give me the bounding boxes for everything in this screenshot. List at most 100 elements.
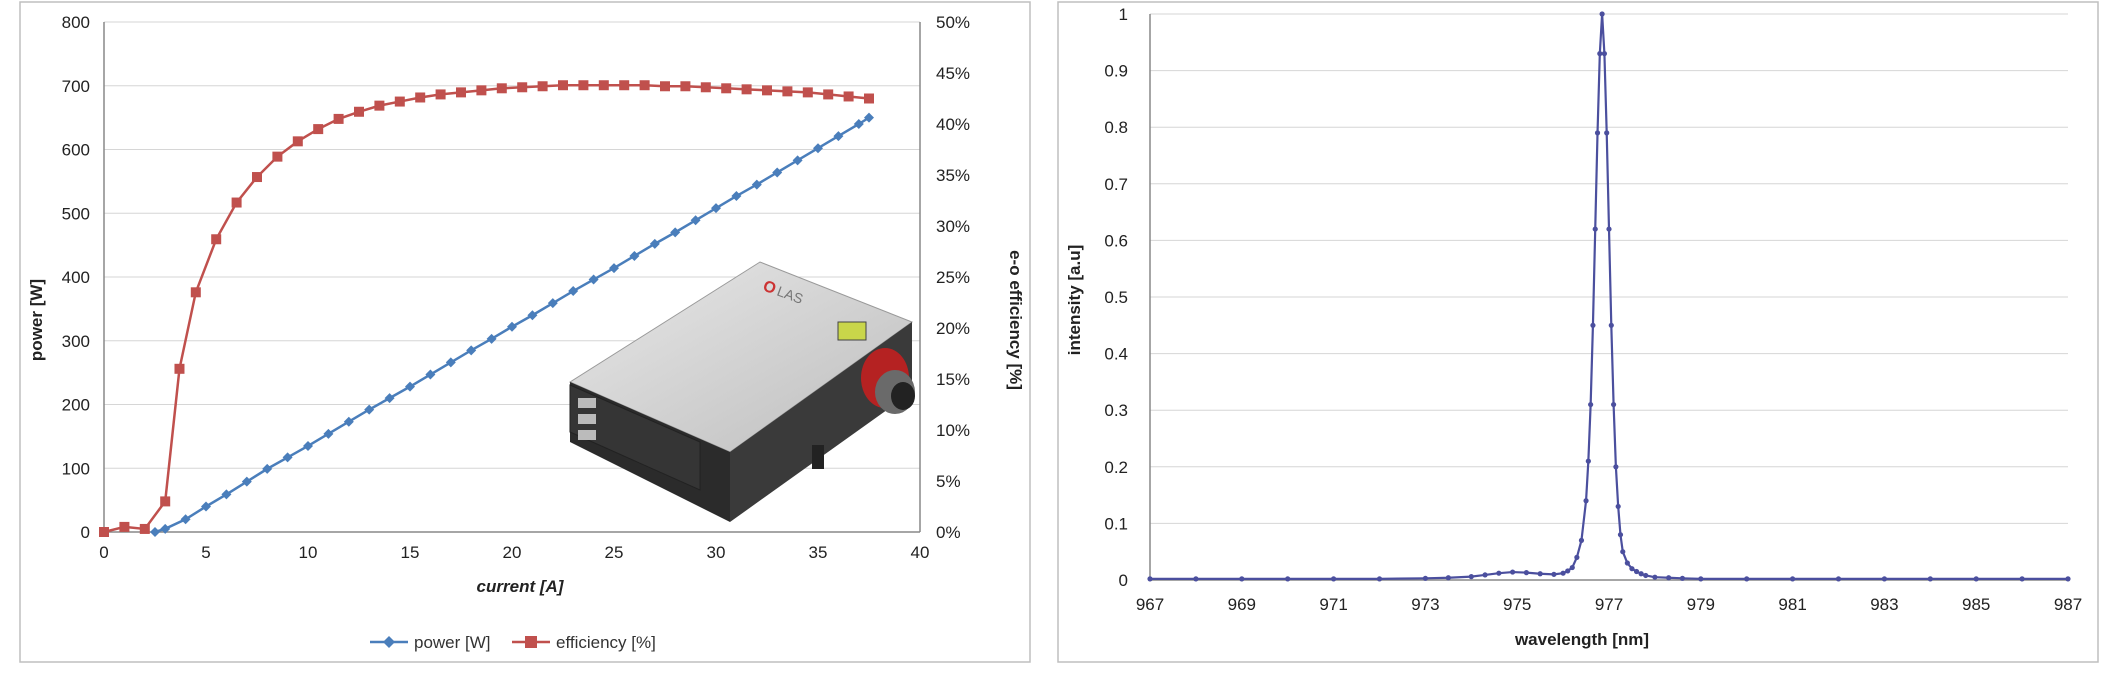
spectrum-point <box>1698 576 1704 582</box>
spectrum-point <box>1285 576 1291 582</box>
spectrum-point <box>2019 576 2025 582</box>
spectrum-point <box>1585 458 1591 464</box>
right-y-tick-label: 0.8 <box>1104 118 1128 137</box>
spectrum-point <box>1523 570 1529 576</box>
efficiency-point <box>374 100 385 111</box>
right-y-tick-label: 0.3 <box>1104 401 1128 420</box>
right-y-tick-label: 1 <box>1119 5 1128 24</box>
efficiency-point <box>456 87 466 98</box>
left-chart-frame <box>19 1 1031 663</box>
left-y-tick-label: 0 <box>81 523 90 542</box>
left-x-tick-label: 5 <box>201 543 210 562</box>
spectrum-point <box>1510 569 1516 575</box>
efficiency-point <box>741 84 752 95</box>
spectrum-point <box>1599 11 1605 17</box>
right-chart-frame <box>1057 1 2099 663</box>
left-x-tick-label: 25 <box>605 543 624 562</box>
power-point <box>547 298 558 309</box>
left-x-tick-label: 15 <box>401 543 420 562</box>
efficiency-point <box>119 521 130 532</box>
left-x-tick-label: 30 <box>707 543 726 562</box>
power-series <box>150 112 874 537</box>
left-y2-tick-label: 10% <box>936 421 970 440</box>
left-y2-tick-label: 0% <box>936 523 961 542</box>
spectrum-point <box>1835 576 1842 582</box>
power-efficiency-chart: 0 5 10 15 20 25 30 35 40 0 100 200 300 400 500 600 700 8… <box>27 13 1025 652</box>
laser-module-photo: O LAS <box>568 261 915 522</box>
spectrum-line <box>1150 13 2068 580</box>
spectrum-point <box>1468 574 1474 580</box>
efficiency-series <box>99 80 874 537</box>
efficiency-point <box>782 86 793 97</box>
spectrum-point <box>1615 503 1621 510</box>
svg-text:O: O <box>761 278 779 298</box>
power-point <box>670 227 681 238</box>
efficiency-point <box>517 82 528 93</box>
legend-power-label: power [W] <box>414 633 491 652</box>
efficiency-point <box>252 172 262 183</box>
legend-efficiency-label: efficiency [%] <box>556 633 656 652</box>
spectrum-point <box>1588 401 1594 408</box>
spectrum-point <box>1594 130 1601 136</box>
left-x-axis-label: current [A] <box>477 577 565 596</box>
right-gridlines <box>1150 13 2068 581</box>
power-point <box>221 489 232 500</box>
left-y-axis-label: power [W] <box>27 279 46 361</box>
left-y-tick-label: 400 <box>62 268 90 287</box>
legend-efficiency-marker <box>525 636 537 648</box>
left-x-tick-label: 35 <box>809 543 828 562</box>
power-point <box>150 527 160 537</box>
left-y-tick-labels: 0 100 200 300 400 500 600 700 800 <box>62 13 90 542</box>
spectrum-point <box>1597 51 1603 57</box>
left-x-tick-label: 40 <box>911 543 930 562</box>
spectrum-point <box>1147 576 1153 582</box>
power-point <box>629 250 640 261</box>
power-point <box>445 357 456 368</box>
left-y-tick-label: 100 <box>62 459 90 478</box>
power-point <box>864 112 874 123</box>
right-y-tick-label: 0.1 <box>1104 514 1128 533</box>
left-y2-tick-label: 30% <box>936 217 970 236</box>
right-x-axis-label: wavelength [nm] <box>1514 630 1649 649</box>
right-axes <box>1149 14 2068 581</box>
power-point <box>241 476 252 487</box>
efficiency-point <box>843 91 854 102</box>
efficiency-point <box>231 197 242 208</box>
spectrum-point <box>1569 564 1575 571</box>
left-y-tick-label: 600 <box>62 141 90 160</box>
efficiency-point <box>354 106 364 117</box>
efficiency-point <box>272 151 283 162</box>
right-x-tick-labels: 967 969 971 973 975 977 979 981 983 985 987 <box>1136 595 2082 614</box>
left-x-tick-labels: 0 5 10 15 20 25 30 35 40 <box>99 543 929 562</box>
spectrum-point <box>1574 554 1580 560</box>
right-x-tick-label: 985 <box>1962 595 1990 614</box>
spectrum-point <box>1592 226 1598 232</box>
legend-power-marker <box>383 636 395 648</box>
power-point <box>711 203 721 214</box>
power-point <box>833 131 844 142</box>
spectrum-point <box>1590 322 1596 328</box>
spectrum-point <box>1565 568 1571 574</box>
right-y-tick-label: 0.5 <box>1104 288 1128 307</box>
left-y-tick-label: 300 <box>62 332 90 351</box>
right-y-tick-label: 0.7 <box>1104 175 1128 194</box>
left-y2-tick-label: 15% <box>936 370 970 389</box>
power-point <box>180 514 191 525</box>
spectrum-point <box>1376 576 1383 582</box>
right-x-tick-label: 979 <box>1687 595 1715 614</box>
power-point <box>813 143 823 154</box>
efficiency-point <box>700 82 711 93</box>
spectrum-point <box>1927 576 1933 582</box>
power-point <box>343 416 354 427</box>
right-y-tick-label: 0.9 <box>1104 62 1128 81</box>
power-point <box>772 167 783 178</box>
power-point <box>364 404 375 415</box>
spectrum-point <box>1629 566 1635 572</box>
efficiency-point <box>435 89 446 100</box>
power-point <box>792 155 803 166</box>
spectrum-point <box>1331 576 1337 582</box>
spectrum-point <box>1652 574 1658 580</box>
right-y-axis-label: intensity [a.u] <box>1065 245 1084 356</box>
spectrum-point <box>1638 571 1644 577</box>
efficiency-point <box>174 363 185 374</box>
